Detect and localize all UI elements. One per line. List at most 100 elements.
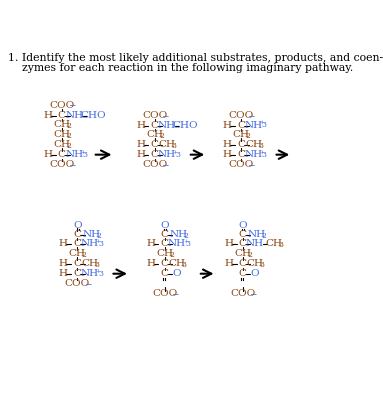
Text: C: C — [237, 121, 245, 130]
Text: −: − — [247, 160, 255, 169]
Text: NH: NH — [170, 230, 188, 239]
Text: +: + — [183, 239, 188, 244]
Text: COO: COO — [142, 160, 167, 169]
Text: H: H — [59, 239, 68, 248]
Text: CH: CH — [156, 249, 173, 258]
Text: −: − — [171, 289, 178, 298]
Text: H: H — [136, 140, 145, 149]
Text: 2: 2 — [66, 142, 71, 150]
Text: O: O — [250, 269, 259, 278]
Text: 2: 2 — [262, 232, 267, 240]
Text: 2: 2 — [246, 132, 250, 140]
Text: COO: COO — [229, 111, 254, 120]
Text: 2: 2 — [66, 132, 71, 140]
Text: NH: NH — [158, 121, 176, 130]
Text: 2: 2 — [169, 251, 174, 259]
Text: 3: 3 — [98, 270, 103, 278]
Text: −: − — [247, 111, 255, 120]
Text: CHO: CHO — [80, 111, 106, 120]
Text: NH: NH — [80, 269, 99, 278]
Text: H: H — [136, 121, 145, 130]
Text: NH: NH — [246, 239, 264, 248]
Text: 2: 2 — [82, 251, 87, 259]
Text: 3: 3 — [98, 240, 103, 248]
Text: −: − — [161, 160, 169, 169]
Text: O: O — [238, 220, 247, 230]
Text: −: − — [68, 160, 75, 169]
Text: C: C — [151, 140, 159, 149]
Text: C: C — [239, 269, 247, 278]
Text: CH: CH — [53, 140, 70, 149]
Text: CHO: CHO — [173, 121, 198, 130]
Text: +: + — [259, 150, 265, 155]
Text: −: − — [249, 289, 257, 298]
Text: COO: COO — [49, 160, 74, 169]
Text: NH: NH — [65, 150, 83, 159]
Text: COO: COO — [230, 289, 255, 298]
Text: C: C — [160, 239, 169, 248]
Text: +: + — [95, 269, 101, 274]
Text: 3: 3 — [94, 261, 99, 269]
Text: H: H — [146, 259, 155, 268]
Text: H: H — [223, 140, 232, 149]
Text: C: C — [237, 140, 245, 149]
Text: C: C — [151, 121, 159, 130]
Text: H: H — [59, 259, 68, 268]
Text: 3: 3 — [182, 261, 187, 269]
Text: NH: NH — [65, 111, 83, 120]
Text: H: H — [136, 150, 145, 159]
Text: 2: 2 — [97, 232, 101, 240]
Text: 3: 3 — [258, 142, 263, 150]
Text: NH: NH — [247, 230, 266, 239]
Text: C: C — [160, 269, 169, 278]
Text: H: H — [43, 150, 52, 159]
Text: O: O — [172, 269, 180, 278]
Text: CH: CH — [169, 259, 185, 268]
Text: H: H — [223, 150, 232, 159]
Text: 3: 3 — [82, 151, 88, 158]
Text: +: + — [259, 121, 265, 126]
Text: H: H — [59, 269, 68, 278]
Text: −: − — [161, 111, 169, 120]
Text: NH: NH — [158, 150, 176, 159]
Text: +: + — [95, 239, 101, 244]
Text: zymes for each reaction in the following imaginary pathway.: zymes for each reaction in the following… — [8, 63, 353, 73]
Text: H: H — [43, 111, 52, 120]
Text: NH: NH — [244, 150, 263, 159]
Text: NH: NH — [80, 239, 99, 248]
Text: C: C — [237, 150, 245, 159]
Text: 3: 3 — [175, 151, 180, 158]
Text: COO: COO — [142, 111, 167, 120]
Text: COO: COO — [152, 289, 177, 298]
Text: 2: 2 — [66, 122, 71, 130]
Text: O: O — [160, 220, 169, 230]
Text: C: C — [239, 259, 247, 268]
Text: C: C — [73, 259, 81, 268]
Text: NH: NH — [82, 230, 100, 239]
Text: NH: NH — [168, 239, 186, 248]
Text: C: C — [160, 259, 169, 268]
Text: H: H — [224, 239, 233, 248]
Text: C: C — [58, 150, 66, 159]
Text: 2: 2 — [159, 132, 164, 140]
Text: −: − — [83, 279, 91, 288]
Text: CH: CH — [81, 259, 98, 268]
Text: CH: CH — [53, 130, 70, 139]
Text: H: H — [223, 121, 232, 130]
Text: 3: 3 — [262, 151, 267, 158]
Text: CH: CH — [245, 140, 262, 149]
Text: −: − — [68, 101, 75, 110]
Text: CH: CH — [265, 239, 282, 248]
Text: 3: 3 — [278, 241, 283, 249]
Text: O: O — [73, 220, 82, 230]
Text: CH: CH — [234, 249, 251, 258]
Text: C: C — [58, 111, 66, 120]
Text: 2: 2 — [247, 251, 252, 259]
Text: 2: 2 — [184, 232, 189, 240]
Text: CH: CH — [159, 140, 175, 149]
Text: C: C — [160, 230, 169, 239]
Text: 3: 3 — [260, 261, 265, 269]
Text: COO: COO — [49, 101, 74, 110]
Text: CH: CH — [232, 130, 250, 139]
Text: C: C — [73, 230, 81, 239]
